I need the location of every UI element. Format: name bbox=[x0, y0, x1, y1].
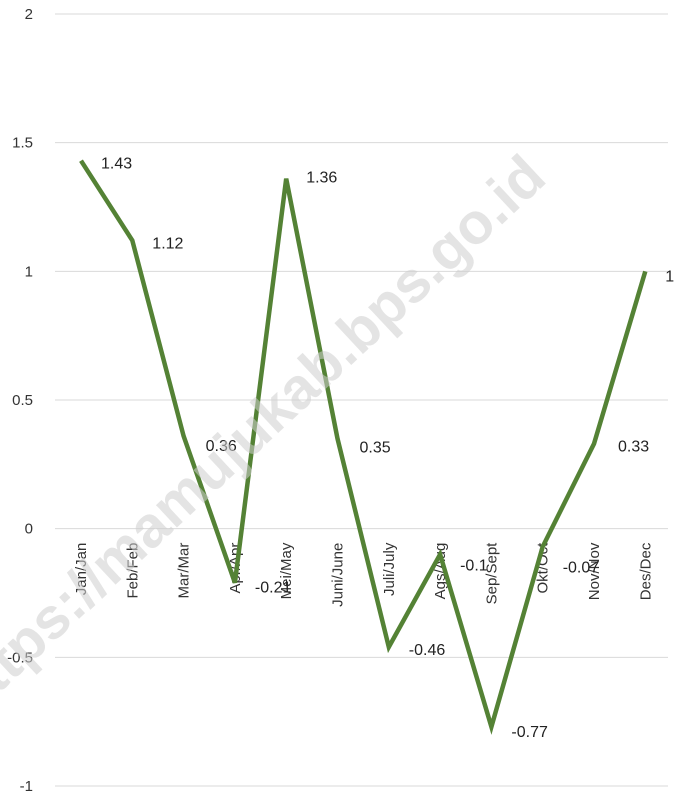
x-category-label: Sep/Sept bbox=[483, 542, 500, 605]
x-category-label: Juni/June bbox=[330, 543, 347, 607]
x-category-label: Feb/Feb bbox=[124, 543, 141, 599]
data-label: 0.33 bbox=[618, 439, 649, 456]
x-category-label: Mei/May bbox=[278, 542, 295, 599]
data-label: 0.36 bbox=[206, 438, 237, 455]
data-label: -0.77 bbox=[511, 724, 548, 741]
y-axis-tick-labels: 2 1.5 1 0.5 0 -0.5 -1 bbox=[7, 6, 33, 795]
y-tick-label: 0.5 bbox=[12, 392, 33, 409]
x-category-label: Jan/Jan bbox=[73, 543, 90, 596]
series-line bbox=[79, 159, 648, 735]
x-category-label: Nov/Nov bbox=[586, 542, 603, 600]
data-label: 0.35 bbox=[360, 440, 391, 457]
data-label: -0.46 bbox=[409, 642, 446, 659]
data-label: 1 bbox=[665, 268, 674, 285]
data-label: 1.43 bbox=[101, 156, 132, 173]
data-labels: 1.43 1.12 0.36 -0.21 1.36 0.35 -0.46 -0.1 -0.77 -… bbox=[101, 156, 674, 741]
x-category-label: Des/Dec bbox=[637, 542, 654, 600]
y-tick-label: -1 bbox=[20, 778, 33, 795]
gridlines bbox=[55, 13, 668, 787]
data-label: -0.21 bbox=[255, 580, 292, 597]
data-label: -0.1 bbox=[460, 557, 488, 574]
data-label: 1.12 bbox=[152, 235, 183, 252]
data-label: -0.07 bbox=[563, 560, 600, 577]
y-tick-label: 1 bbox=[25, 263, 33, 280]
x-category-label: Juli/July bbox=[381, 542, 398, 596]
series-line-group bbox=[79, 159, 648, 735]
y-tick-label: 1.5 bbox=[12, 135, 33, 152]
y-tick-label: 0 bbox=[25, 521, 33, 538]
x-category-label: Mar/Mar bbox=[176, 543, 193, 599]
data-label: 1.36 bbox=[306, 170, 337, 187]
y-tick-label: 2 bbox=[25, 6, 33, 23]
y-tick-label: -0.5 bbox=[7, 649, 33, 666]
